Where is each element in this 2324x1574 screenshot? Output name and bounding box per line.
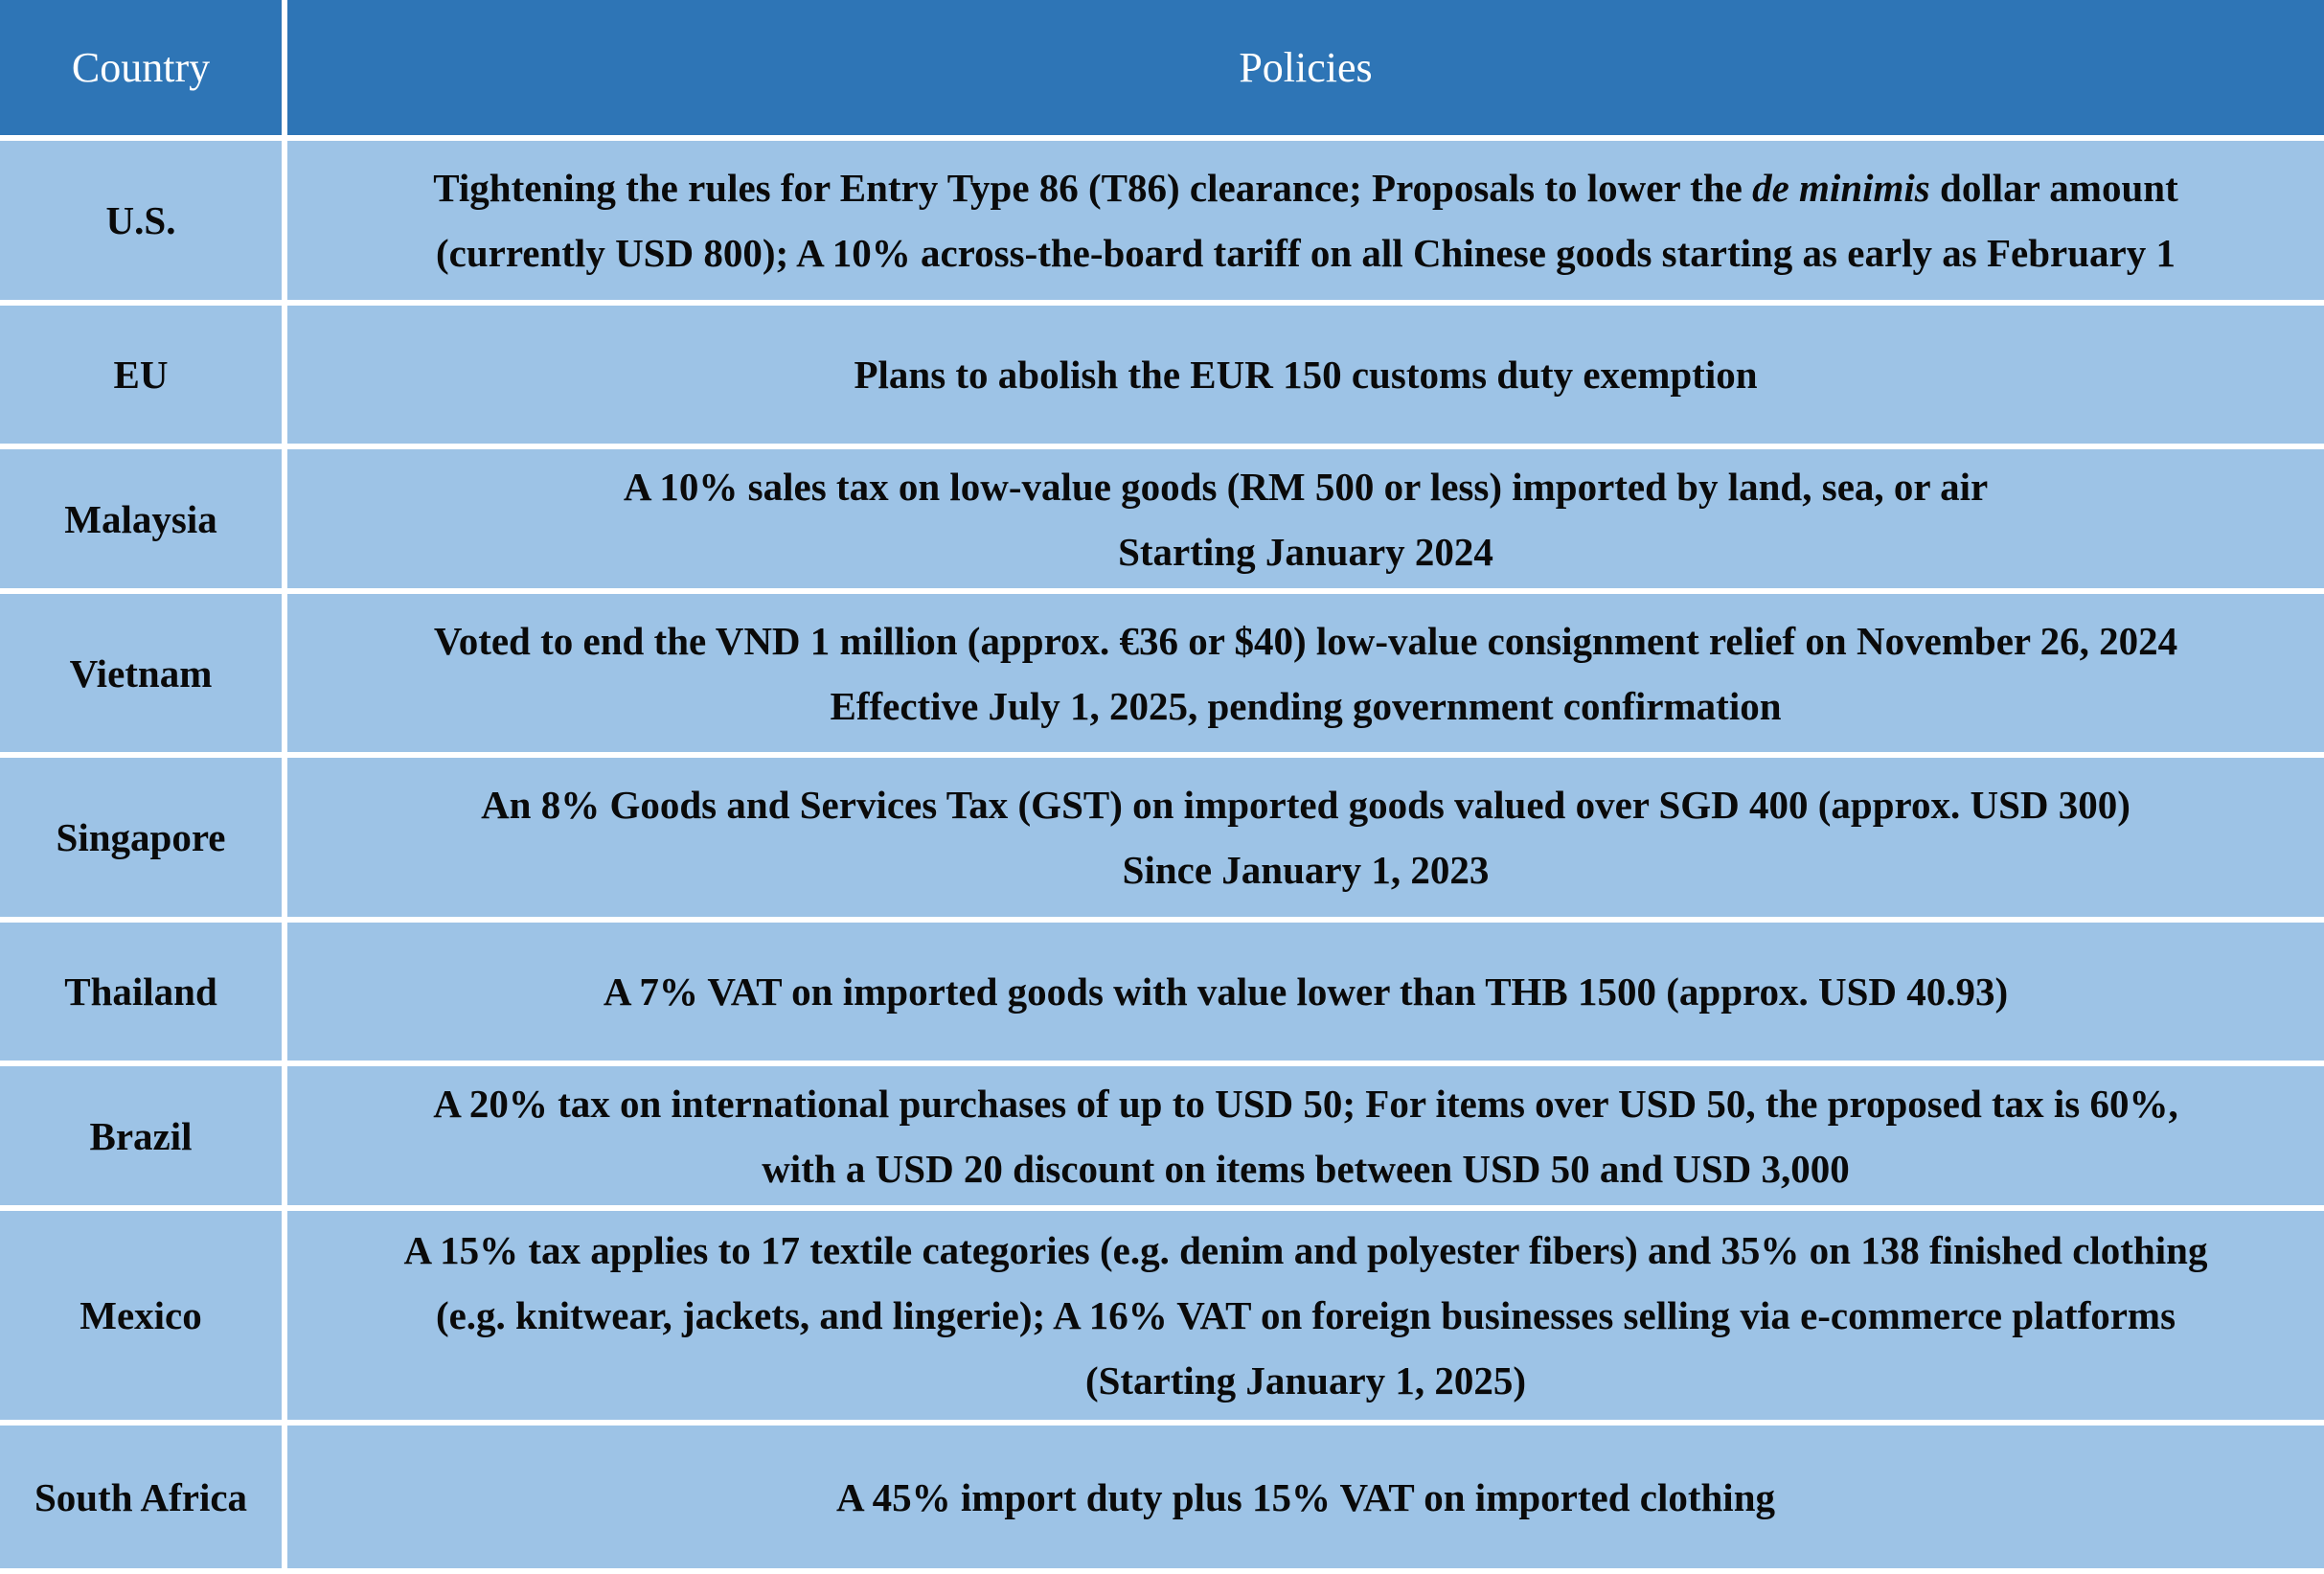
policy-cell: Plans to abolish the EUR 150 customs dut… [287, 306, 2324, 449]
country-cell: Brazil [0, 1066, 287, 1211]
country-cell: Thailand [0, 923, 287, 1066]
table-row: Singapore An 8% Goods and Services Tax (… [0, 758, 2324, 923]
policy-line: Starting January 2024 [1118, 529, 1493, 574]
policy-italic-term: de minimis [1752, 166, 1930, 210]
table-row: Vietnam Voted to end the VND 1 million (… [0, 594, 2324, 758]
policy-line: Plans to abolish the EUR 150 customs dut… [854, 353, 1758, 397]
country-cell: Singapore [0, 758, 287, 923]
header-row: Country Policies [0, 0, 2324, 141]
country-cell: Mexico [0, 1211, 287, 1426]
policy-cell: A 15% tax applies to 17 textile categori… [287, 1211, 2324, 1426]
policy-cell: An 8% Goods and Services Tax (GST) on im… [287, 758, 2324, 923]
table-row: Malaysia A 10% sales tax on low-value go… [0, 449, 2324, 594]
policy-cell: A 7% VAT on imported goods with value lo… [287, 923, 2324, 1066]
table-row: Brazil A 20% tax on international purcha… [0, 1066, 2324, 1211]
policy-line: (Starting January 1, 2025) [1084, 1358, 1527, 1403]
policy-cell: Tightening the rules for Entry Type 86 (… [287, 141, 2324, 306]
policy-cell: A 45% import duty plus 15% VAT on import… [287, 1426, 2324, 1574]
policy-line: An 8% Goods and Services Tax (GST) on im… [481, 783, 2130, 827]
policy-line: A 7% VAT on imported goods with value lo… [603, 969, 2009, 1014]
policy-line: Tightening the rules for Entry Type 86 (… [287, 155, 2324, 220]
table-row: Mexico A 15% tax applies to 17 textile c… [0, 1211, 2324, 1426]
policy-line: A 20% tax on international purchases of … [433, 1081, 2178, 1126]
policy-line: with a USD 20 discount on items between … [762, 1146, 1850, 1191]
policy-line: Voted to end the VND 1 million (approx. … [433, 618, 2178, 663]
table-row: U.S. Tightening the rules for Entry Type… [0, 141, 2324, 306]
policy-line: A 45% import duty plus 15% VAT on import… [836, 1474, 1775, 1519]
header-policies: Policies [287, 0, 2324, 141]
table-row: Thailand A 7% VAT on imported goods with… [0, 923, 2324, 1066]
country-cell: EU [0, 306, 287, 449]
country-cell: South Africa [0, 1426, 287, 1574]
policy-line: Effective July 1, 2025, pending governme… [830, 683, 1782, 728]
policy-line: A 15% tax applies to 17 textile categori… [403, 1228, 2208, 1272]
policy-cell: A 20% tax on international purchases of … [287, 1066, 2324, 1211]
policy-line: (e.g. knitwear, jackets, and lingerie); … [435, 1293, 2176, 1337]
policy-cell: A 10% sales tax on low-value goods (RM 5… [287, 449, 2324, 594]
policy-cell: Voted to end the VND 1 million (approx. … [287, 594, 2324, 758]
policy-line: A 10% sales tax on low-value goods (RM 5… [623, 464, 1989, 509]
table-row: South Africa A 45% import duty plus 15% … [0, 1426, 2324, 1574]
country-cell: Malaysia [0, 449, 287, 594]
policy-text: Tightening the rules for Entry Type 86 (… [433, 166, 1753, 210]
header-country: Country [0, 0, 287, 141]
policy-line: Since January 1, 2023 [1122, 848, 1490, 892]
country-cell: U.S. [0, 141, 287, 306]
table-row: EU Plans to abolish the EUR 150 customs … [0, 306, 2324, 449]
policy-line: (currently USD 800); A 10% across-the-bo… [435, 231, 2176, 275]
country-cell: Vietnam [0, 594, 287, 758]
policy-text: dollar amount [1929, 166, 2178, 210]
